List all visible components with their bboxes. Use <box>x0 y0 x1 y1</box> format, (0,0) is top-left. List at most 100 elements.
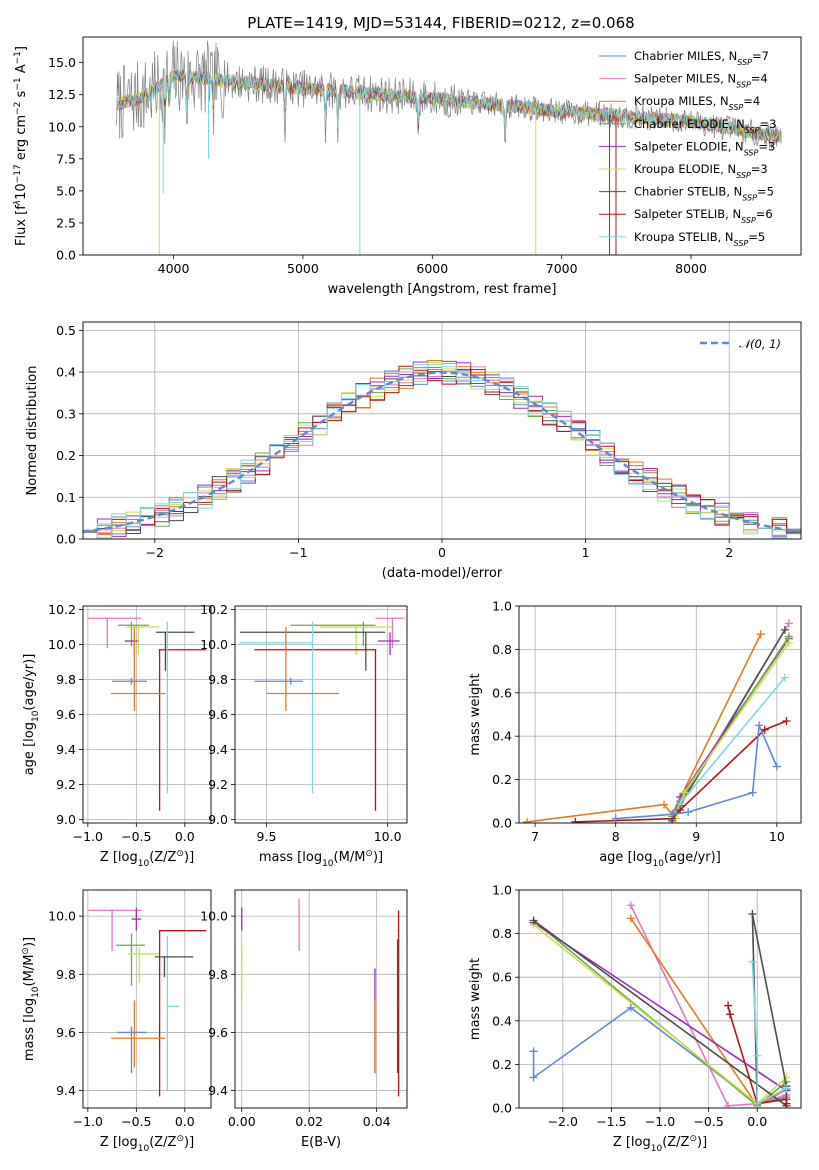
weight_vs_age-axes: 7 8 9 10 0.0 0.2 0.4 0.6 0.8 1.0 age [log10(age/yr… <box>468 599 802 869</box>
weight_vs_age-ytick-label-4: 0.8 <box>492 642 512 657</box>
age_vs_Z-axes: −1.0 −0.5 0.0 9.0 9.2 9.4 9.6 9.8 10.0 10.2 Z [log… <box>22 602 212 869</box>
weight_vs_Z-marker-salpeter_stelib-0 <box>724 1001 733 1010</box>
age_vs_Z-ytick-label-5: 10.0 <box>48 637 76 652</box>
weight_vs_age-marker-salpeter_stelib-4 <box>782 717 791 726</box>
age_vs_mass-xtick-label-1: 10.0 <box>374 829 402 844</box>
residuals-legend-label: 𝒩(0, 1) <box>739 337 781 351</box>
age_vs_mass-point-0 <box>391 617 394 620</box>
weight_vs_Z-marker-kroupa_stelib-0 <box>748 957 757 966</box>
weight_vs_Z-plot-area <box>519 890 801 1108</box>
spectrum-legend: Chabrier MILES, NSSP=7 Salpeter MILES, NS… <box>599 49 776 247</box>
weight_vs_age-marker-chabrier_miles-1 <box>668 810 677 819</box>
weight_vs_age-marker-chabrier_miles-3 <box>748 788 757 797</box>
weight_vs_age-xtick-label-3: 10 <box>769 829 785 844</box>
mass_vs_ebv-point-4 <box>374 1037 376 1040</box>
age_vs_mass-ytick-label-4: 9.8 <box>208 672 228 687</box>
spectrum-legend-label-6: Chabrier STELIB, NSSP=5 <box>634 185 774 203</box>
spectrum-legend-label-7: Salpeter STELIB, NSSP=6 <box>634 207 773 225</box>
spectrum-xtick-label-3: 7000 <box>546 261 578 276</box>
chart-root: 4000 5000 6000 7000 80000.02.55.07.510.012.5… <box>13 36 802 1154</box>
weight_vs_age-marker-kroupa_miles-3 <box>756 630 765 639</box>
spectrum-legend-label-0: Chabrier MILES, NSSP=7 <box>634 49 769 67</box>
residuals-plot-area <box>83 322 801 539</box>
spectrum-ytick-label-3: 7.5 <box>56 151 76 166</box>
residuals-xtick-label-2: 0 <box>438 545 446 560</box>
weight_vs_age-ytick-label-3: 0.6 <box>492 685 512 700</box>
mass_vs_Z-plot-area <box>83 890 211 1108</box>
spectrum-legend-label-8: Kroupa STELIB, NSSP=5 <box>634 230 765 248</box>
mass_vs_ebv-xtick-label-0: 0.00 <box>228 1114 256 1129</box>
weight_vs_Z-marker-salpeter_miles-1 <box>724 1101 733 1108</box>
mass_vs_ebv-ytick-label-3: 10.0 <box>200 909 228 924</box>
residuals-hist-salpeter_elodie <box>83 360 801 538</box>
weight_vs_age-xlabel: age [log10(age/yr)] <box>599 850 721 869</box>
weight_vs_Z-marker-kroupa_stelib-1 <box>753 1051 762 1060</box>
age_vs_Z-plot-area <box>83 606 211 823</box>
age_vs_mass-xtick-label-0: 9.5 <box>257 829 277 844</box>
age_vs_Z-xtick-label-2: 0.0 <box>175 829 195 844</box>
weight_vs_Z-marker-salpeter_miles-0 <box>626 901 635 910</box>
weight_vs_age-marker-chabrier_stelib-2 <box>780 625 789 634</box>
mass_vs_Z-point-5 <box>138 953 141 955</box>
mass_vs_Z-ylabel: mass [log10(M/M⊙)] <box>21 937 41 1061</box>
residuals-ytick-label-5: 0.5 <box>56 323 76 338</box>
age_vs_mass-point-7 <box>289 680 292 683</box>
age_vs_mass-point-2 <box>389 640 391 642</box>
age_vs_Z-point-0 <box>106 617 109 620</box>
age_vs_mass-point-3 <box>355 626 357 628</box>
weight_vs_Z-marker-kroupa_stelib-2 <box>753 1099 762 1108</box>
weight_vs_age-xtick-label-2: 9 <box>692 829 700 844</box>
mass_vs_ebv-point-1 <box>240 918 243 920</box>
age_vs_mass-point-4 <box>365 631 367 634</box>
spectrum-ytick-label-1: 2.5 <box>56 215 76 230</box>
mass_vs_Z-xtick-label-1: −0.5 <box>121 1114 151 1129</box>
weight_vs_Z-xtick-label-0: −2.0 <box>548 1114 578 1129</box>
spectrum-legend-label-1: Salpeter MILES, NSSP=4 <box>634 72 768 90</box>
mass_vs_ebv-ytick-label-1: 9.6 <box>208 1025 228 1040</box>
mass_vs_Z-point-9 <box>133 1037 136 1040</box>
weight_vs_age-ytick-label-0: 0.0 <box>492 816 512 831</box>
age_vs_Z-ylabel: age [log10(age/yr)] <box>22 654 41 776</box>
mass_vs_ebv-plot-area <box>235 890 407 1108</box>
age_vs_Z-xtick-label-0: −1.0 <box>73 829 103 844</box>
weight_vs_Z-xtick-label-1: −1.5 <box>596 1114 626 1129</box>
weight_vs_age-marker-kroupa_miles-1 <box>660 800 669 809</box>
weight_vs_Z-ytick-label-1: 0.2 <box>492 1057 512 1072</box>
weight_vs_Z-marker-chabrier_miles-1 <box>529 1073 538 1082</box>
spectrum-frame <box>82 36 802 256</box>
weight_vs_Z-ytick-label-5: 1.0 <box>492 883 512 898</box>
residuals-ytick-label-0: 0.0 <box>56 532 76 547</box>
mass_vs_Z-axes: −1.0 −0.5 0.0 9.4 9.6 9.8 10.0 Z [log10(Z/Z⊙)] m… <box>21 889 212 1154</box>
weight_vs_age-line-chabrier_miles <box>615 725 778 820</box>
spectrum-xlabel: wavelength [Angstrom, rest frame] <box>328 282 557 297</box>
weight_vs_Z-ytick-label-0: 0.0 <box>492 1101 512 1116</box>
age_vs_Z-ytick-label-0: 9.0 <box>56 812 76 827</box>
mass_vs_ebv-xtick-label-1: 0.02 <box>295 1114 323 1129</box>
mass_vs_Z-point-4 <box>130 944 133 947</box>
age_vs_Z-point-6 <box>166 641 169 644</box>
spectrum-ytick-label-0: 0.0 <box>56 248 76 263</box>
residuals-ytick-label-3: 0.3 <box>56 406 76 421</box>
spectrum-ylabel: Flux [fλ10−17 erg cm−2 s−1 A−1] <box>13 46 29 246</box>
weight_vs_Z-ytick-label-3: 0.6 <box>492 970 512 985</box>
residuals-axes: −2 −1 0 1 2 0.0 0.1 0.2 0.3 0.4 0.5 (data-model)/er… <box>25 321 802 581</box>
age_vs_mass-ytick-label-5: 10.0 <box>200 637 228 652</box>
weight_vs_age-marker-chabrier_miles-5 <box>772 762 781 771</box>
age_vs_mass-point-6 <box>311 641 314 644</box>
weight_vs_Z-marker-chabrier_miles-2 <box>626 1003 635 1012</box>
age_vs_Z-frame <box>82 605 212 824</box>
spectrum-xtick-label-1: 5000 <box>287 261 319 276</box>
weight_vs_age-marker-kroupa_stelib-2 <box>780 673 789 682</box>
age_vs_Z-point-3 <box>137 626 140 628</box>
weight_vs_Z-marker-kroupa_stelib-3 <box>782 1084 791 1093</box>
weight_vs_Z-marker-chabrier_miles-0 <box>529 1047 538 1056</box>
weight_vs_age-frame <box>518 605 802 824</box>
weight_vs_Z-marker-kroupa_miles-0 <box>626 914 635 923</box>
age_vs_mass-plot-area <box>235 606 407 823</box>
spectrum-legend-label-2: Kroupa MILES, NSSP=4 <box>634 94 760 112</box>
spectrum-legend-label-3: Chabrier ELODIE, NSSP=3 <box>634 117 776 135</box>
spectrum-ytick-label-6: 15.0 <box>48 55 76 70</box>
age_vs_mass-ytick-label-1: 9.2 <box>208 777 228 792</box>
weight_vs_Z-marker-kroupa_elodie-2 <box>782 1073 791 1082</box>
